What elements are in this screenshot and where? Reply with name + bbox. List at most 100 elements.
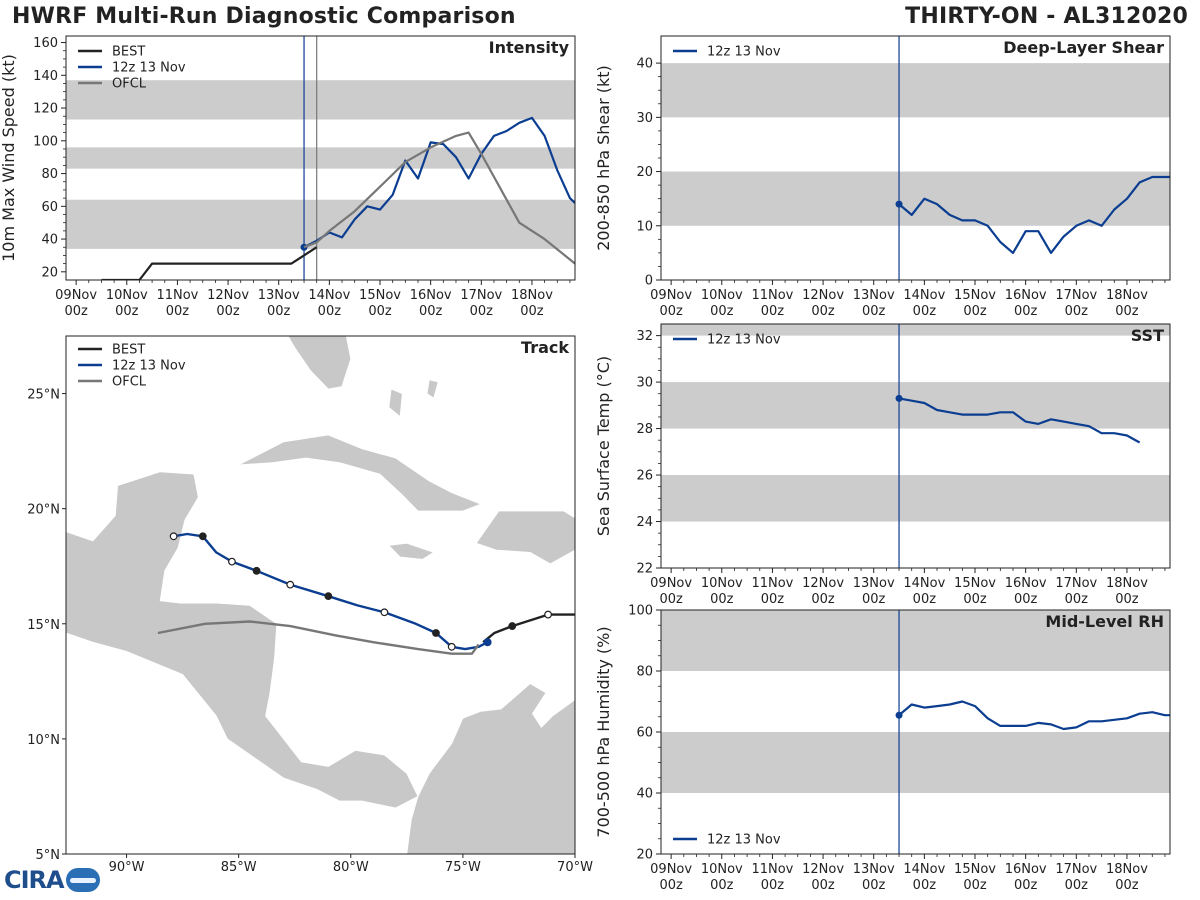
sst-plot-area xyxy=(661,324,1170,568)
sst-xtick-label: 15Nov xyxy=(954,576,996,591)
rh-xtick-label: 13Nov xyxy=(853,862,895,877)
intensity-xtick-label: 00z xyxy=(318,304,342,319)
sst-band-0 xyxy=(661,475,1170,522)
sst-xtick-label: 00z xyxy=(811,592,835,607)
sst-xtick-label: 00z xyxy=(1065,592,1089,607)
shear-xtick-label: 00z xyxy=(1014,304,1038,319)
track-land-0 xyxy=(66,471,419,809)
track-line-best xyxy=(482,613,575,644)
track-land-1 xyxy=(406,683,575,854)
track-frame xyxy=(65,335,576,855)
intensity-series-ofcl xyxy=(303,131,575,265)
intensity-ytick-label: 100 xyxy=(33,134,58,149)
panel-intensity: 2040608010012014016009Nov00z10Nov00z11No… xyxy=(0,35,576,319)
track-ytick-label: 25°N xyxy=(27,388,60,403)
sst-xtick-label: 09Nov xyxy=(650,576,692,591)
intensity-xtick-label: 17Nov xyxy=(460,288,502,303)
intensity-legend-label: 12z 13 Nov xyxy=(112,61,186,76)
sst-xtick-label: 16Nov xyxy=(1005,576,1047,591)
rh-xtick-label: 00z xyxy=(862,878,886,893)
shear-xtick-label: 18Nov xyxy=(1106,288,1148,303)
chart-title-left: HWRF Multi-Run Diagnostic Comparison xyxy=(12,4,516,29)
intensity-band-0 xyxy=(66,199,575,249)
shear-ytick-label: 0 xyxy=(645,274,653,289)
rh-series-12z-13-nov xyxy=(898,700,1170,731)
shear-xtick-label: 00z xyxy=(659,304,683,319)
track-point xyxy=(228,557,236,566)
rh-xtick-label: 00z xyxy=(963,878,987,893)
track-ytick-label: 5°N xyxy=(36,848,61,863)
intensity-xtick-label: 00z xyxy=(368,304,392,319)
rh-xtick-label: 00z xyxy=(659,878,683,893)
shear-plot-area xyxy=(661,36,1170,280)
track-land-4 xyxy=(475,510,575,565)
sst-xtick-label: 00z xyxy=(761,592,785,607)
sst-legend-label: 12z 13 Nov xyxy=(707,333,781,348)
rh-legend-label: 12z 13 Nov xyxy=(707,833,781,848)
sst-xtick-label: 00z xyxy=(1115,592,1139,607)
shear-legend: 12z 13 Nov xyxy=(673,45,781,60)
sst-xtick-label: 11Nov xyxy=(751,576,793,591)
panel-track: 5°N 10°N 15°N 20°N 25°N 90°W 85°W 80°W 75°W 70°W T… xyxy=(27,335,593,875)
sst-legend: 12z 13 Nov xyxy=(673,333,781,348)
shear-legend-label: 12z 13 Nov xyxy=(707,45,781,60)
track-point xyxy=(432,629,440,637)
rh-xtick-label: 09Nov xyxy=(650,862,692,877)
sst-band-2 xyxy=(661,324,1170,336)
track-land-2 xyxy=(238,434,482,512)
rh-plot-area xyxy=(661,610,1170,854)
cira-logo: CIRA xyxy=(4,866,100,894)
intensity-ytick-label: 40 xyxy=(41,233,58,248)
intensity-xtick-label: 16Nov xyxy=(410,288,452,303)
track-legend-label: BEST xyxy=(112,343,145,358)
sst-frame xyxy=(660,323,1171,569)
intensity-xtick-label: 18Nov xyxy=(511,288,553,303)
shear-ytick-label: 30 xyxy=(636,111,653,126)
shear-xtick-label: 14Nov xyxy=(903,288,945,303)
intensity-series-12z-13-nov xyxy=(303,116,575,249)
shear-ytick-label: 40 xyxy=(636,57,653,72)
sst-xtick-label: 18Nov xyxy=(1106,576,1148,591)
track-title: Track xyxy=(521,338,569,357)
sst-band-1 xyxy=(661,382,1170,429)
shear-xtick-label: 00z xyxy=(862,304,886,319)
rh-xtick-label: 10Nov xyxy=(701,862,743,877)
rh-xtick-label: 00z xyxy=(1115,878,1139,893)
shear-xtick-label: 00z xyxy=(963,304,987,319)
sst-xtick-label: 14Nov xyxy=(903,576,945,591)
sst-xtick-label: 13Nov xyxy=(853,576,895,591)
shear-ytick-label: 20 xyxy=(636,165,653,180)
intensity-xtick-label: 00z xyxy=(115,304,139,319)
shear-xtick-label: 13Nov xyxy=(853,288,895,303)
rh-xtick-label: 00z xyxy=(913,878,937,893)
rh-xtick-label: 00z xyxy=(761,878,785,893)
track-point xyxy=(447,642,456,651)
track-point xyxy=(169,532,178,541)
intensity-frame xyxy=(65,35,576,281)
intensity-xtick-label: 00z xyxy=(166,304,190,319)
shear-point-0-0 xyxy=(895,200,903,208)
shear-xtick-label: 00z xyxy=(811,304,835,319)
track-xtick-label: 90°W xyxy=(109,860,145,875)
track-line-ofcl xyxy=(157,620,480,655)
shear-title: Deep-Layer Shear xyxy=(1003,38,1164,57)
shear-xtick-label: 09Nov xyxy=(650,288,692,303)
intensity-legend-label: BEST xyxy=(112,45,145,60)
rh-ytick-label: 100 xyxy=(628,604,653,619)
track-xtick-label: 75°W xyxy=(445,860,481,875)
sst-xtick-label: 00z xyxy=(659,592,683,607)
intensity-xtick-label: 15Nov xyxy=(359,288,401,303)
sst-ytick-label: 32 xyxy=(636,329,653,344)
shear-xtick-label: 00z xyxy=(1065,304,1089,319)
sst-xtick-label: 00z xyxy=(963,592,987,607)
intensity-xtick-label: 09Nov xyxy=(55,288,97,303)
rh-ytick-label: 60 xyxy=(636,726,653,741)
track-land-3 xyxy=(388,542,435,560)
rh-ytick-label: 80 xyxy=(636,665,653,680)
panel-shear: 01020304009Nov00z10Nov00z11Nov00z12Nov00… xyxy=(594,35,1171,319)
track-best-point xyxy=(544,610,552,619)
sst-ytick-label: 30 xyxy=(636,376,653,391)
shear-xtick-label: 11Nov xyxy=(751,288,793,303)
